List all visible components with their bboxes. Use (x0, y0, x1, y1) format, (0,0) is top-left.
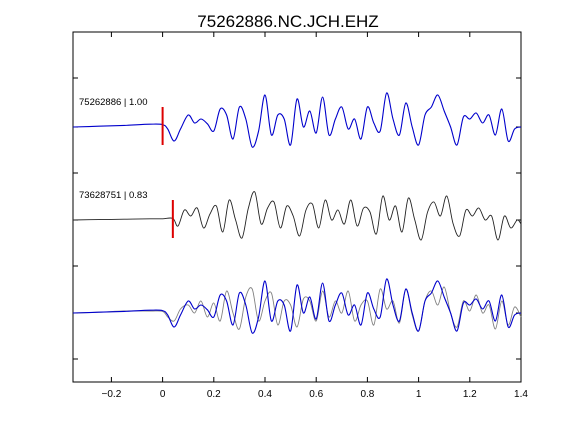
x-tick-label: 1 (416, 389, 422, 400)
x-tick-label: 0.2 (207, 389, 221, 400)
trace-label: 75262886 | 1.00 (79, 97, 148, 108)
waveform-line-panel-3 (72, 278, 522, 334)
x-tick-label: 0.4 (258, 389, 272, 400)
trace-labels: 75262886 | 1.00 73628751 | 0.83 (79, 97, 148, 201)
pick-markers (161, 107, 174, 238)
waveform-traces (72, 92, 522, 334)
plot-frame (72, 31, 522, 383)
waveform-line-panel-3 (72, 286, 522, 332)
waveform-line-panel-2 (72, 191, 522, 241)
x-tick-label: −0.2 (102, 389, 122, 400)
x-axis: −0.2 0 0.2 0.4 0.6 0.8 1 1.2 1.4 (102, 32, 528, 400)
y-axis-ticks (73, 77, 521, 360)
x-tick-label: 0.6 (309, 389, 323, 400)
x-tick-label: 0.8 (360, 389, 374, 400)
waveform-line-panel-1 (72, 92, 522, 148)
trace-label: 73628751 | 0.83 (79, 190, 148, 201)
chart-title: 75262886.NC.JCH.EHZ (197, 12, 378, 31)
x-tick-label: 1.2 (463, 389, 477, 400)
x-tick-label: 1.4 (514, 389, 528, 400)
x-tick-label: 0 (160, 389, 166, 400)
